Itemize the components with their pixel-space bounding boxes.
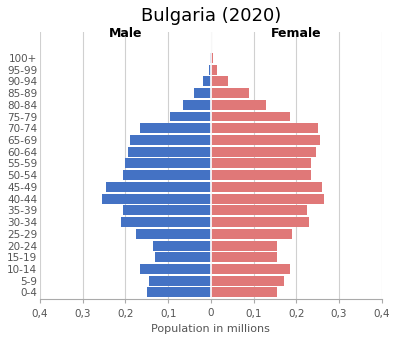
Bar [211,229,292,239]
Bar [211,147,316,157]
Bar [211,159,311,168]
Bar [153,240,211,251]
Bar [147,287,211,297]
Bar [102,194,211,204]
Bar [123,205,211,215]
Bar [211,182,322,192]
Bar [149,276,211,286]
Bar [203,76,211,86]
Bar [125,159,211,168]
Bar [141,123,211,133]
Bar [211,76,228,86]
Bar [211,88,249,98]
Text: Female: Female [271,27,322,40]
Bar [211,276,283,286]
Bar [141,264,211,274]
Bar [123,170,211,180]
Bar [209,64,211,75]
Bar [211,170,311,180]
Bar [211,135,320,145]
X-axis label: Population in millions: Population in millions [151,324,270,334]
Bar [211,64,217,75]
Bar [211,123,318,133]
Title: Bulgaria (2020): Bulgaria (2020) [141,7,281,25]
Bar [211,53,213,63]
Bar [210,53,211,63]
Bar [211,217,309,227]
Bar [211,252,277,262]
Bar [211,264,290,274]
Bar [155,252,211,262]
Bar [121,217,211,227]
Bar [211,287,277,297]
Bar [211,205,307,215]
Bar [183,100,211,110]
Bar [211,112,290,121]
Bar [136,229,211,239]
Bar [130,135,211,145]
Bar [211,100,266,110]
Bar [211,240,277,251]
Bar [170,112,211,121]
Bar [211,194,324,204]
Bar [194,88,211,98]
Bar [127,147,211,157]
Bar [106,182,211,192]
Text: Male: Male [109,27,142,40]
